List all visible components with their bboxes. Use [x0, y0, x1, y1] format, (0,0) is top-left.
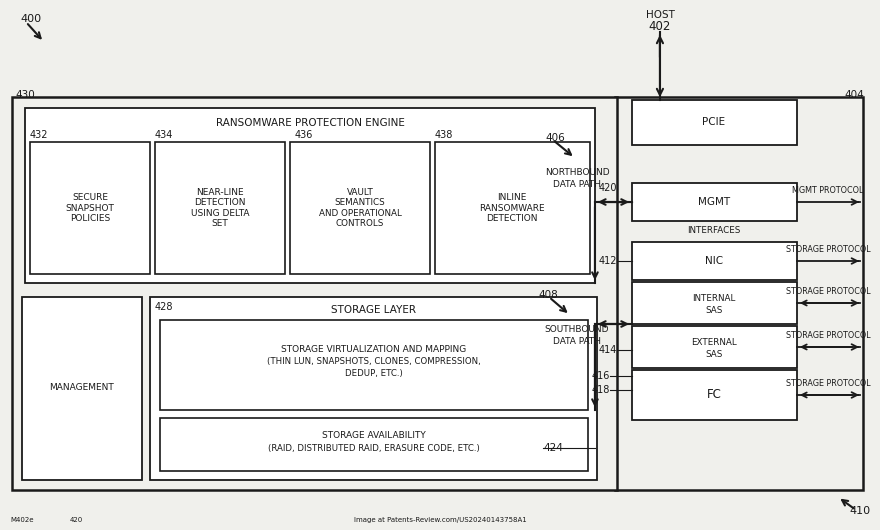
Bar — [12, 97, 617, 490]
Text: 402: 402 — [649, 20, 671, 33]
Text: 400: 400 — [20, 14, 41, 24]
Text: 428: 428 — [155, 302, 173, 312]
Text: STORAGE PROTOCOL: STORAGE PROTOCOL — [786, 331, 870, 340]
Bar — [632, 326, 797, 368]
Bar — [150, 297, 597, 480]
Text: STORAGE PROTOCOL: STORAGE PROTOCOL — [786, 379, 870, 388]
Bar — [30, 142, 150, 274]
Text: STORAGE PROTOCOL: STORAGE PROTOCOL — [786, 245, 870, 254]
Bar — [160, 320, 588, 410]
Text: (THIN LUN, SNAPSHOTS, CLONES, COMPRESSION,: (THIN LUN, SNAPSHOTS, CLONES, COMPRESSIO… — [268, 358, 480, 366]
Bar — [632, 282, 797, 324]
Bar — [290, 142, 430, 274]
Text: 424: 424 — [543, 443, 563, 453]
Text: 418: 418 — [591, 385, 610, 395]
Text: STORAGE AVAILABILITY: STORAGE AVAILABILITY — [322, 431, 426, 440]
Text: STORAGE LAYER: STORAGE LAYER — [332, 305, 416, 315]
Text: SECURE
SNAPSHOT
POLICIES: SECURE SNAPSHOT POLICIES — [65, 193, 114, 223]
Text: INTERNAL: INTERNAL — [693, 295, 736, 304]
Bar — [160, 418, 588, 471]
Text: NIC: NIC — [705, 256, 723, 266]
Text: INLINE
RANSOMWARE
DETECTION: INLINE RANSOMWARE DETECTION — [479, 193, 545, 223]
Text: FC: FC — [707, 388, 722, 402]
Text: PCIE: PCIE — [702, 117, 725, 127]
Text: STORAGE PROTOCOL: STORAGE PROTOCOL — [786, 287, 870, 296]
Text: DATA PATH: DATA PATH — [553, 337, 601, 346]
Text: RANSOMWARE PROTECTION ENGINE: RANSOMWARE PROTECTION ENGINE — [216, 118, 405, 128]
Text: 432: 432 — [30, 130, 48, 140]
Text: VAULT
SEMANTICS
AND OPERATIONAL
CONTROLS: VAULT SEMANTICS AND OPERATIONAL CONTROLS — [319, 188, 401, 228]
Text: DEDUP, ETC.): DEDUP, ETC.) — [345, 369, 403, 378]
Bar — [22, 297, 142, 480]
Bar — [632, 242, 797, 280]
Bar — [155, 142, 285, 274]
Bar — [632, 370, 797, 420]
Text: 438: 438 — [435, 130, 453, 140]
Text: 434: 434 — [155, 130, 173, 140]
Text: DATA PATH: DATA PATH — [553, 180, 601, 189]
Text: MANAGEMENT: MANAGEMENT — [49, 384, 114, 393]
Text: HOST: HOST — [646, 10, 674, 20]
Text: 404: 404 — [845, 90, 865, 100]
Text: 436: 436 — [295, 130, 313, 140]
Bar — [632, 183, 797, 221]
Text: SOUTHBOUND: SOUTHBOUND — [545, 325, 609, 334]
Text: NORTHBOUND: NORTHBOUND — [545, 168, 609, 177]
Text: STORAGE VIRTUALIZATION AND MAPPING: STORAGE VIRTUALIZATION AND MAPPING — [282, 346, 466, 355]
Text: 406: 406 — [545, 133, 565, 143]
Text: 420: 420 — [598, 183, 617, 193]
Text: Image at Patents-Review.com/US20240143758A1: Image at Patents-Review.com/US2024014375… — [354, 517, 526, 523]
Bar — [25, 108, 595, 283]
Text: SAS: SAS — [705, 350, 722, 359]
Bar — [632, 100, 797, 145]
Text: 412: 412 — [598, 256, 617, 266]
Text: EXTERNAL: EXTERNAL — [691, 339, 737, 348]
Text: M402e: M402e — [10, 517, 33, 523]
Text: 416: 416 — [591, 371, 610, 381]
Text: INTERFACES: INTERFACES — [687, 225, 741, 234]
Text: 410: 410 — [850, 506, 871, 516]
Text: MGMT: MGMT — [698, 197, 730, 207]
Text: 414: 414 — [598, 345, 617, 355]
Text: 430: 430 — [15, 90, 34, 100]
Text: SAS: SAS — [705, 306, 722, 315]
Text: NEAR-LINE
DETECTION
USING DELTA
SET: NEAR-LINE DETECTION USING DELTA SET — [191, 188, 249, 228]
Bar — [435, 142, 590, 274]
Bar — [615, 97, 863, 490]
Text: (RAID, DISTRIBUTED RAID, ERASURE CODE, ETC.): (RAID, DISTRIBUTED RAID, ERASURE CODE, E… — [268, 445, 480, 454]
Text: MGMT PROTOCOL: MGMT PROTOCOL — [792, 186, 863, 195]
Text: 408: 408 — [538, 290, 558, 300]
Text: 420: 420 — [70, 517, 84, 523]
